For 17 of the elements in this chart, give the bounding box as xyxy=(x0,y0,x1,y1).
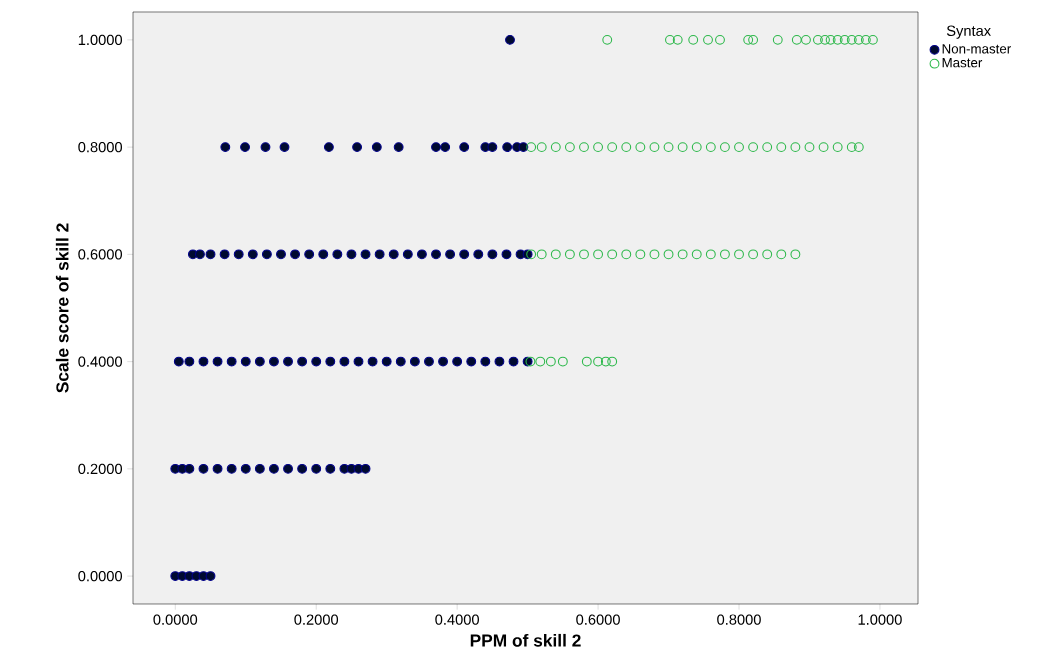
y-tick-label: 0.6000 xyxy=(78,249,123,260)
y-tick-label: 0.8000 xyxy=(78,141,123,153)
legend-label: Non-master xyxy=(942,44,1011,54)
x-tick-label: 0.8000 xyxy=(717,614,761,625)
legend-title: Syntax xyxy=(946,25,991,39)
y-tick-label: 0.0000 xyxy=(78,570,123,582)
x-tick-label: 0.6000 xyxy=(576,614,620,625)
x-tick-label: 1.0000 xyxy=(858,614,902,625)
y-tick-label: 0.4000 xyxy=(78,356,123,367)
y-tick-label: 1.0000 xyxy=(78,34,123,46)
x-axis-title: PPM of skill 2 xyxy=(470,633,581,647)
legend-label: Master xyxy=(942,58,983,68)
x-tick-label: 0.0000 xyxy=(153,614,198,625)
y-axis-title: Scale score of skill 2 xyxy=(55,223,69,393)
y-tick-label: 0.2000 xyxy=(78,463,123,475)
x-tick-label: 0.2000 xyxy=(294,614,339,625)
x-tick-label: 0.4000 xyxy=(435,614,479,625)
